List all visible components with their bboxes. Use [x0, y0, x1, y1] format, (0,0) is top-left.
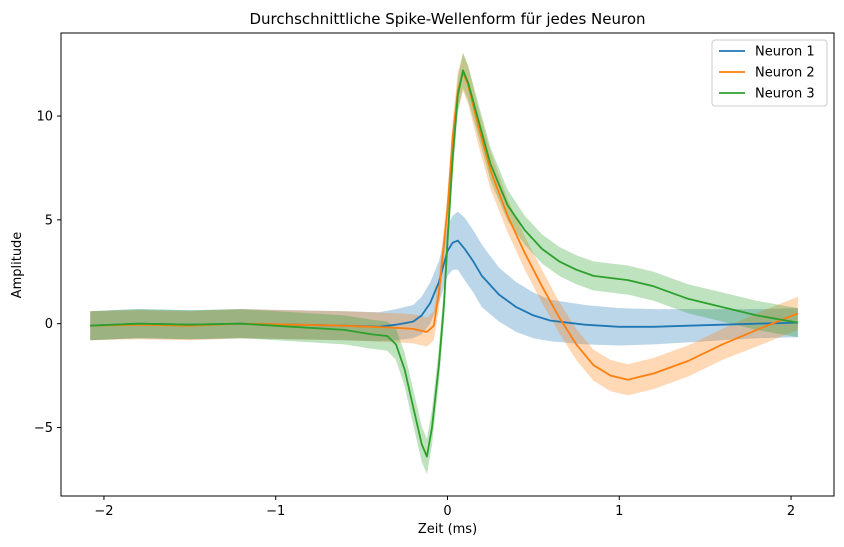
y-axis-title: Amplitude — [10, 232, 25, 299]
neuron-2-band — [90, 53, 798, 396]
neuron-2-legend-label: Neuron 2 — [755, 66, 815, 81]
x-tick-label: −1 — [266, 504, 285, 519]
x-tick-label: 0 — [443, 504, 451, 519]
neuron-1-legend-label: Neuron 1 — [755, 45, 815, 60]
x-tick-label: −2 — [94, 504, 113, 519]
y-tick-label: −5 — [34, 421, 53, 436]
y-tick-label: 5 — [45, 213, 53, 228]
legend-box — [711, 39, 828, 107]
y-tick-label: 0 — [45, 317, 53, 332]
chart-title: Durchschnittliche Spike-Wellenform für j… — [249, 10, 645, 28]
plot-area — [90, 52, 799, 475]
neuron-1-band — [90, 211, 798, 346]
y-tick-label: 10 — [36, 110, 53, 125]
x-tick-label: 2 — [787, 504, 795, 519]
legend: Neuron 1 Neuron 2 Neuron 3 — [711, 39, 828, 107]
neuron-3-legend-label: Neuron 3 — [755, 87, 815, 102]
x-axis-title: Zeit (ms) — [418, 522, 477, 537]
neuron-3-line — [90, 69, 799, 458]
axes: −2 −1 0 1 2 −5 0 5 10 — [34, 32, 835, 519]
x-tick-label: 1 — [615, 504, 623, 519]
